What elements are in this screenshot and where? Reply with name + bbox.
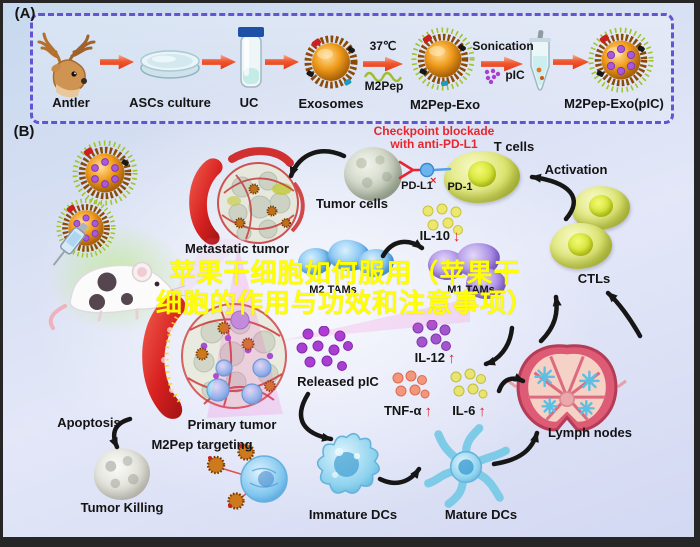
mature-dc-icon xyxy=(420,422,512,510)
step-label-m2pep-exo: M2Pep-Exo xyxy=(409,97,481,112)
svg-text:×: × xyxy=(430,175,436,187)
primary-tumor-illustration xyxy=(128,290,310,432)
primary-tumor-label: Primary tumor xyxy=(187,417,277,432)
t-cell xyxy=(444,151,520,203)
tnf-up-arrow: ↑ xyxy=(424,403,433,420)
tumor-cell-sphere xyxy=(344,147,402,201)
il6-label: IL-6 ↑ xyxy=(452,403,486,420)
step-label-uc: UC xyxy=(239,95,259,110)
lymph-nodes-label: Lymph nodes xyxy=(547,425,633,440)
step-label-m2pep-exo-pic: M2Pep-Exo(pIC) xyxy=(564,96,664,111)
cytokine-dots-yellow2 xyxy=(446,368,488,402)
m2pep-targeting-label: M2Pep targeting xyxy=(151,437,253,452)
t-cells-label: T cells xyxy=(493,139,535,154)
exosome-icon xyxy=(302,33,360,91)
m2pep-exo-icon xyxy=(411,27,475,91)
anti-pdl1-antibody-icon: × xyxy=(398,158,454,188)
cytokine-dots-yellow xyxy=(418,203,466,237)
tnf-alpha-label: TNF-α ↑ xyxy=(383,403,433,420)
apoptotic-cell xyxy=(94,448,150,500)
panel-b-label: (B) xyxy=(13,123,35,140)
released-pic-label: Released pIC xyxy=(297,374,379,389)
watermark-text: 苹果干细胞如何服用（苹果干 细胞的作用与功效和注意事项） xyxy=(155,258,534,318)
deer-antler-icon xyxy=(36,30,100,98)
mouse-icon xyxy=(45,236,193,336)
m2pep-squiggle-icon xyxy=(363,70,407,82)
cytokine-dots-pink xyxy=(388,370,430,402)
pd1-label: PD-1 xyxy=(447,181,473,193)
centrifuge-tube-icon xyxy=(236,26,266,94)
checkpoint-blockade-label: Checkpoint blockade with anti-PD-L1 xyxy=(373,124,495,152)
tumor-cells-label: Tumor cells xyxy=(315,196,388,211)
ctl-cell xyxy=(550,223,612,269)
cytokine-dots-purple xyxy=(408,320,454,354)
frame-edge-right xyxy=(694,0,700,547)
exosome-particle-icon xyxy=(72,140,138,206)
pdl1-label: PD-L1 xyxy=(401,180,433,192)
syringe-icon xyxy=(48,222,100,282)
step-label-antler: Antler xyxy=(52,95,90,110)
mature-dcs-label: Mature DCs xyxy=(444,507,518,522)
sonication-tube-icon xyxy=(523,30,557,92)
sonication-label: Sonication xyxy=(472,39,534,53)
metastatic-tumor-illustration xyxy=(176,145,312,257)
frame-edge-bottom xyxy=(0,537,700,547)
pic-label: pIC xyxy=(505,68,525,82)
il6-up-arrow: ↑ xyxy=(478,403,486,420)
immature-dc-icon xyxy=(308,427,386,505)
temperature-label: 37℃ xyxy=(369,39,397,53)
panel-a-label: (A) xyxy=(14,5,36,22)
metastatic-tumor-label: Metastatic tumor xyxy=(184,241,290,256)
lymph-node-illustration xyxy=(506,340,628,438)
il12-label: IL-12 ↑ xyxy=(414,350,456,367)
released-pic-dots xyxy=(294,326,356,378)
m2-tams-label: M2 TAMs xyxy=(309,284,357,296)
immature-dcs-label: Immature DCs xyxy=(308,507,398,522)
tumor-killing-label: Tumor Killing xyxy=(80,500,164,515)
m2pep-targeting-illustration xyxy=(200,443,300,511)
apoptosis-label: Apoptosis xyxy=(57,415,121,430)
m2pep-exo-pic-icon xyxy=(588,27,654,93)
m1-tams-label: M1 TAMs xyxy=(447,284,495,296)
ctls-label: CTLs xyxy=(577,271,611,286)
frame-edge-left xyxy=(0,0,3,547)
pic-dots-icon xyxy=(483,68,501,84)
step-label-exosomes: Exosomes xyxy=(298,96,364,111)
step-label-ascs-culture: ASCs culture xyxy=(129,95,211,110)
ctl-cell xyxy=(572,186,630,230)
il10-down-arrow: ↓ xyxy=(452,228,461,245)
il10-label: IL-10 ↓ xyxy=(419,228,461,245)
m2pep-label: M2Pep xyxy=(364,79,404,93)
activation-label: Activation xyxy=(544,162,608,177)
petri-dish-icon xyxy=(138,44,202,80)
il12-up-arrow: ↑ xyxy=(447,350,456,367)
frame-edge-top xyxy=(0,0,700,3)
